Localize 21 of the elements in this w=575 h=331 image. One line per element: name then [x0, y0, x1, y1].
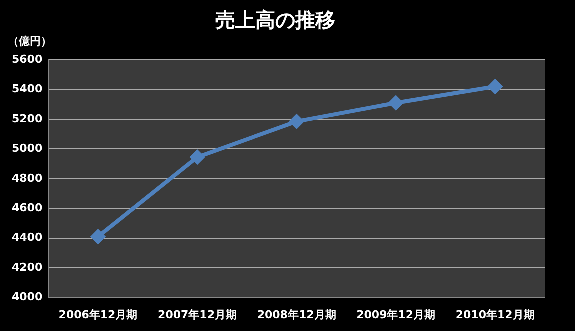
y-tick-label: 5200: [12, 112, 43, 126]
x-tick-label: 2009年12月期: [356, 308, 436, 322]
x-tick-label: 2008年12月期: [257, 308, 336, 322]
point: [389, 96, 404, 110]
point: [91, 230, 106, 244]
y-tick-label: 5600: [12, 52, 43, 66]
y-tick-label: 4200: [12, 260, 43, 274]
y-tick-label: 4400: [12, 231, 43, 244]
y-tick-label: 5000: [12, 142, 43, 156]
point: [290, 114, 304, 129]
y-tick-label: 4800: [12, 172, 43, 185]
x-tick-label: 2010年12月期: [456, 308, 535, 322]
point: [190, 150, 205, 164]
y-tick-label: 4000: [12, 290, 43, 304]
y-tick-label: 5400: [12, 82, 43, 96]
y-tick-label: 4600: [12, 201, 43, 214]
x-tick-label: 2006年12月期: [58, 308, 138, 322]
x-tick-label: 2007年12月期: [158, 308, 237, 322]
y-axis-title: （億円）: [8, 34, 52, 49]
point: [488, 80, 502, 94]
chart-title: 売上高の推移: [216, 8, 336, 32]
